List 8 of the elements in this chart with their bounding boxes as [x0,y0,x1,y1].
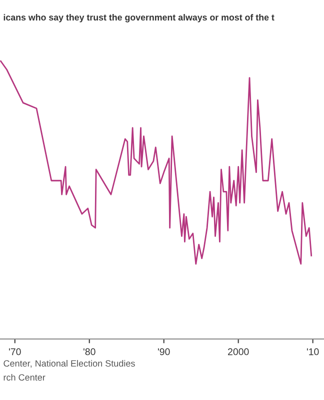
x-tick-label: '10 [306,348,319,356]
text: Center, National Election Studies [4,360,135,368]
x-tick-label: 2000 [228,348,249,356]
x-tick-label: '80 [84,348,96,356]
chart-title: icans who say they trust the government always or most of the t [4,14,274,22]
x-tick-label: '70 [9,348,21,356]
text: rch Center [4,374,46,381]
x-tick-label: '90 [158,348,170,356]
